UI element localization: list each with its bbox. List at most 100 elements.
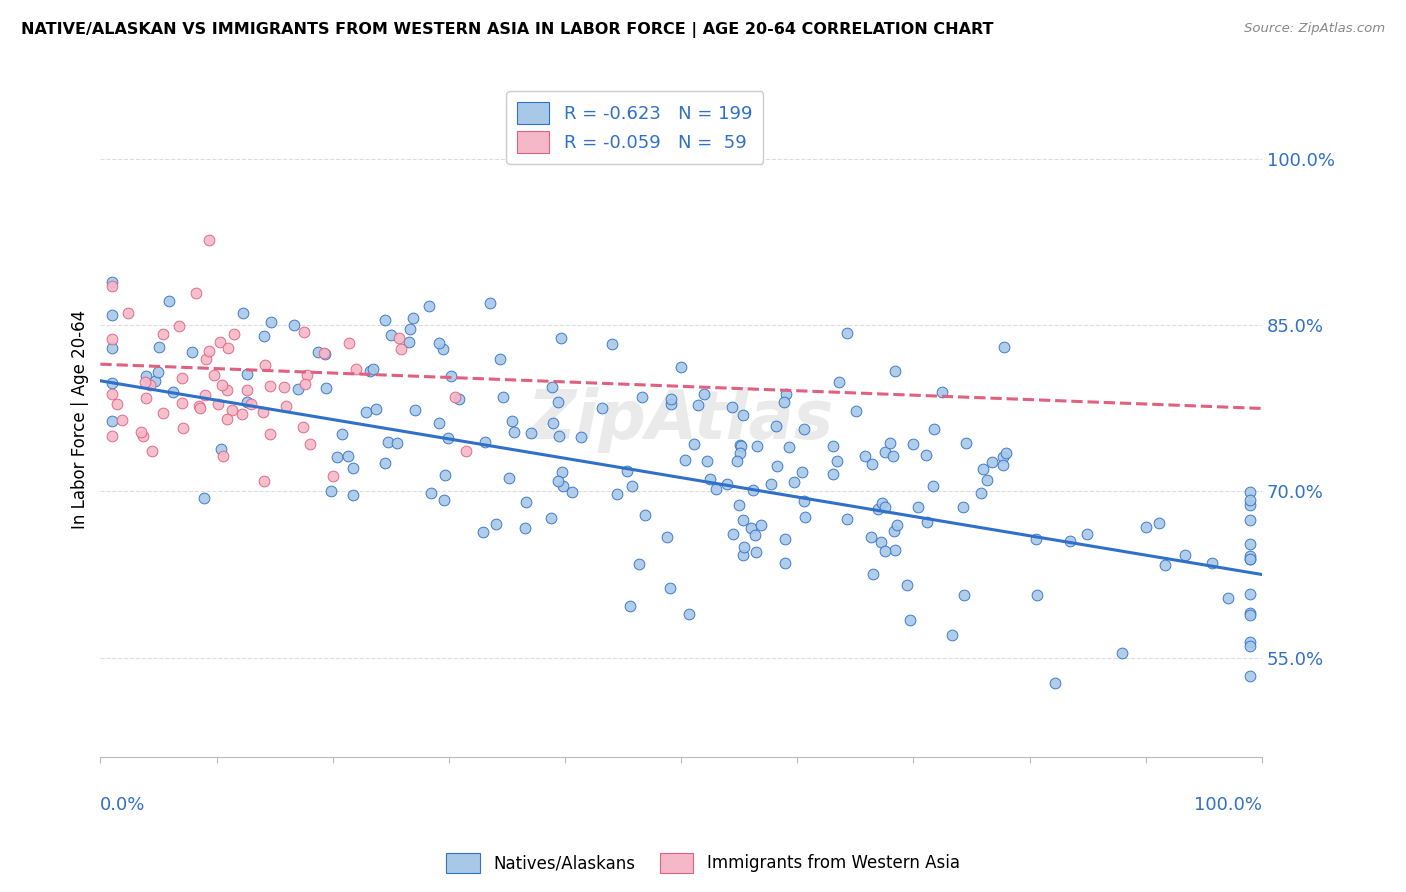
- Point: [696, 454, 718, 468]
- Point: [240, 397, 263, 411]
- Point: [862, 567, 884, 582]
- Point: [981, 455, 1004, 469]
- Point: [882, 450, 904, 464]
- Point: [733, 513, 755, 527]
- Point: [655, 530, 678, 544]
- Point: [683, 437, 706, 451]
- Point: [110, 413, 132, 427]
- Point: [377, 435, 399, 450]
- Text: ZipAtlas: ZipAtlas: [529, 386, 834, 452]
- Point: [1239, 498, 1261, 512]
- Point: [222, 327, 245, 342]
- Point: [630, 390, 652, 404]
- Point: [671, 360, 693, 375]
- Point: [883, 524, 905, 538]
- Point: [101, 275, 124, 289]
- Point: [391, 342, 413, 356]
- Point: [314, 347, 336, 361]
- Point: [180, 345, 202, 359]
- Point: [399, 322, 422, 336]
- Point: [541, 379, 564, 393]
- Point: [1216, 591, 1239, 606]
- Point: [274, 400, 297, 414]
- Point: [759, 476, 782, 491]
- Point: [162, 385, 184, 400]
- Point: [1025, 588, 1047, 602]
- Point: [404, 402, 426, 417]
- Point: [766, 459, 789, 474]
- Point: [633, 508, 655, 522]
- Point: [745, 545, 768, 559]
- Point: [135, 391, 157, 405]
- Point: [433, 468, 456, 483]
- Text: NATIVE/ALASKAN VS IMMIGRANTS FROM WESTERN ASIA IN LABOR FORCE | AGE 20-64 CORREL: NATIVE/ALASKAN VS IMMIGRANTS FROM WESTER…: [21, 22, 994, 38]
- Point: [873, 500, 896, 514]
- Point: [498, 471, 520, 485]
- Point: [969, 485, 991, 500]
- Point: [202, 368, 225, 383]
- Point: [953, 588, 976, 602]
- Point: [733, 541, 755, 555]
- Point: [195, 351, 218, 366]
- Point: [101, 332, 124, 346]
- Point: [728, 446, 751, 460]
- Point: [194, 388, 217, 402]
- Point: [299, 436, 322, 450]
- Point: [551, 465, 574, 479]
- Text: 0.0%: 0.0%: [100, 796, 146, 814]
- Point: [252, 405, 274, 419]
- Point: [903, 437, 925, 451]
- Point: [217, 411, 239, 425]
- Point: [315, 381, 337, 395]
- Point: [853, 449, 876, 463]
- Point: [955, 436, 977, 450]
- Point: [398, 335, 420, 350]
- Point: [747, 439, 769, 453]
- Point: [198, 343, 221, 358]
- Point: [132, 429, 155, 443]
- Point: [101, 429, 124, 443]
- Point: [454, 444, 477, 458]
- Point: [860, 530, 883, 544]
- Point: [1147, 516, 1170, 530]
- Point: [547, 474, 569, 488]
- Point: [659, 397, 682, 411]
- Point: [101, 376, 124, 391]
- Point: [259, 427, 281, 442]
- Point: [141, 444, 163, 458]
- Point: [725, 454, 748, 468]
- Point: [792, 465, 814, 479]
- Point: [167, 318, 190, 333]
- Point: [875, 445, 897, 459]
- Point: [883, 364, 905, 378]
- Point: [231, 408, 253, 422]
- Point: [621, 479, 644, 493]
- Point: [994, 446, 1017, 460]
- Point: [886, 517, 908, 532]
- Point: [793, 422, 815, 436]
- Point: [673, 453, 696, 467]
- Point: [835, 326, 858, 340]
- Point: [433, 492, 456, 507]
- Point: [294, 377, 316, 392]
- Point: [170, 396, 193, 410]
- Point: [991, 450, 1014, 464]
- Point: [291, 420, 314, 434]
- Point: [783, 475, 806, 490]
- Point: [447, 392, 470, 407]
- Point: [921, 479, 943, 493]
- Point: [931, 385, 953, 400]
- Point: [221, 403, 243, 417]
- Point: [472, 525, 495, 540]
- Point: [374, 457, 396, 471]
- Point: [139, 377, 162, 392]
- Point: [283, 318, 305, 332]
- Point: [1174, 548, 1197, 562]
- Point: [152, 327, 174, 342]
- Point: [366, 401, 388, 416]
- Point: [337, 335, 360, 350]
- Point: [972, 462, 994, 476]
- Point: [354, 405, 377, 419]
- Point: [232, 305, 254, 319]
- Point: [1059, 533, 1081, 548]
